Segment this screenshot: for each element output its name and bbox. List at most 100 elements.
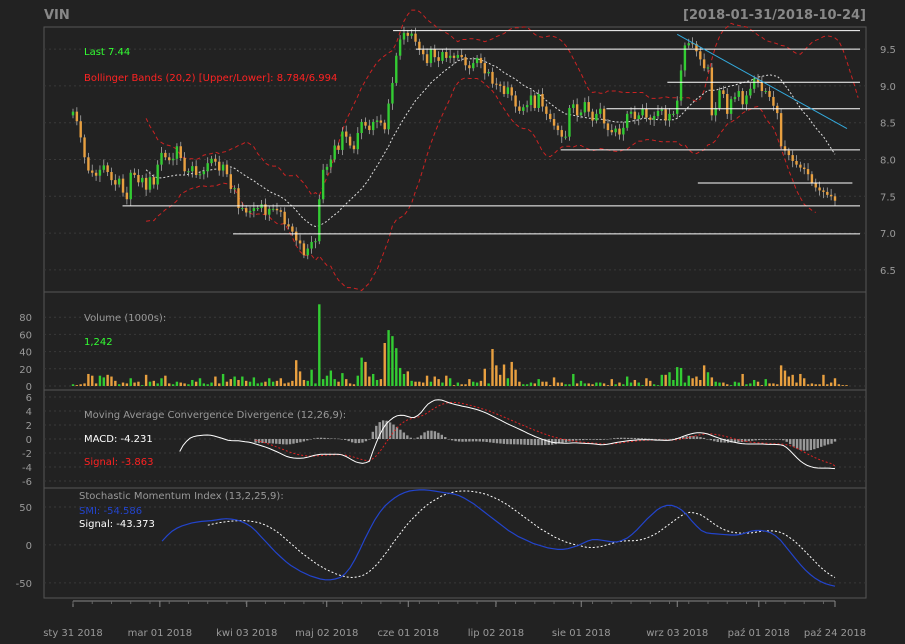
volume-bar xyxy=(168,383,171,386)
volume-bar xyxy=(175,381,179,386)
volume-bar xyxy=(533,383,537,386)
macd-histogram-bar xyxy=(820,439,823,447)
candle-down xyxy=(545,106,548,114)
macd-histogram-bar xyxy=(385,420,388,439)
macd-histogram-bar xyxy=(713,439,716,442)
candle-up xyxy=(729,99,733,114)
volume-bar xyxy=(599,382,602,386)
macd-histogram-bar xyxy=(368,439,371,440)
macd-title: Moving Average Convergence Divergence (1… xyxy=(84,410,346,421)
volume-bar xyxy=(618,382,621,386)
candle-up xyxy=(529,95,533,106)
candle-down xyxy=(556,125,560,131)
candle-up xyxy=(764,91,767,93)
volume-bar xyxy=(779,365,783,386)
macd-histogram-bar xyxy=(761,439,764,440)
candle-down xyxy=(533,95,537,108)
macd-histogram-bar xyxy=(795,439,799,449)
volume-bar xyxy=(348,383,352,386)
macd-histogram-bar xyxy=(626,437,630,439)
candle-down xyxy=(741,91,744,105)
volume-bar xyxy=(475,382,479,386)
volume-tick-label: 0 xyxy=(26,382,32,393)
volume-bar xyxy=(225,381,229,386)
volume-bar xyxy=(498,374,502,386)
price-tick-label: 7.5 xyxy=(880,192,896,203)
macd-histogram-bar xyxy=(333,438,337,440)
volume-bar xyxy=(329,370,333,386)
volume-bar xyxy=(583,383,587,386)
candle-up xyxy=(579,112,583,116)
candle-down xyxy=(799,164,802,168)
smi-signal-line xyxy=(207,490,836,579)
candle-up xyxy=(160,152,163,165)
macd-histogram-bar xyxy=(702,437,706,439)
volume-title: Volume (1000s): xyxy=(84,313,166,324)
candle-up xyxy=(129,172,132,200)
candle-up xyxy=(210,158,213,164)
macd-histogram-bar xyxy=(295,439,299,443)
macd-histogram-bar xyxy=(344,439,347,440)
volume-last-value: 1,242 xyxy=(84,337,113,348)
volume-bar xyxy=(356,375,359,386)
volume-bar xyxy=(649,380,652,386)
volume-bar xyxy=(537,379,540,386)
candle-down xyxy=(179,146,182,159)
macd-histogram-bar xyxy=(523,439,526,445)
candle-down xyxy=(772,96,775,106)
macd-tick-label: -6 xyxy=(22,477,32,488)
macd-histogram-bar xyxy=(278,439,281,445)
candle-down xyxy=(633,111,637,120)
volume-bar xyxy=(745,384,748,386)
volume-bar xyxy=(672,379,675,386)
volume-bar xyxy=(218,383,221,386)
volume-bar xyxy=(352,384,356,386)
candle-down xyxy=(144,177,148,190)
candle-up xyxy=(441,52,444,61)
price-tick-label: 8.5 xyxy=(880,119,896,130)
macd-histogram-bar xyxy=(288,439,292,445)
macd-histogram-bar xyxy=(792,439,795,447)
candle-down xyxy=(168,157,171,161)
candle-down xyxy=(795,160,798,165)
macd-histogram-bar xyxy=(268,439,271,444)
candle-down xyxy=(691,43,694,45)
candle-up xyxy=(568,107,571,137)
macd-histogram-bar xyxy=(616,437,619,439)
volume-bar xyxy=(271,381,275,386)
volume-bar xyxy=(106,374,109,386)
smi-title: Stochastic Momentum Index (13,2,25,9): xyxy=(79,491,284,502)
candle-down xyxy=(348,136,352,146)
volume-bar xyxy=(298,371,302,386)
macd-tick-label: 6 xyxy=(26,393,32,404)
candle-down xyxy=(352,145,356,150)
volume-bar xyxy=(575,383,579,386)
candle-down xyxy=(125,192,129,200)
macd-panel: -6 -4 -2 0 2 4 6 Moving Average Convergence Di… xyxy=(22,389,867,489)
candle-up xyxy=(256,208,259,210)
volume-bar xyxy=(406,371,410,386)
volume-bar xyxy=(210,382,213,386)
candle-down xyxy=(225,164,229,175)
volume-bar xyxy=(702,365,706,386)
macd-histogram-bar xyxy=(806,439,809,451)
volume-bar xyxy=(429,381,433,386)
macd-histogram-bar xyxy=(430,430,433,439)
macd-histogram-bar xyxy=(733,439,737,443)
candle-up xyxy=(625,113,629,128)
candle-down xyxy=(87,157,90,171)
candle-down xyxy=(702,59,706,69)
volume-tick-label: 20 xyxy=(19,365,32,376)
volume-bar xyxy=(587,383,590,386)
candle-down xyxy=(491,71,494,84)
x-axis: sty 31 2018 mar 01 2018 kwi 03 2018 maj 02 … xyxy=(43,600,866,639)
candle-down xyxy=(406,32,410,36)
macd-histogram-bar xyxy=(450,439,454,441)
volume-bar xyxy=(137,381,140,386)
candle-up xyxy=(375,120,379,122)
macd-histogram-bar xyxy=(285,439,288,445)
macd-histogram-bar xyxy=(695,436,699,439)
macd-histogram-bar xyxy=(730,439,733,443)
volume-bar xyxy=(310,369,313,386)
volume-bar xyxy=(148,381,152,386)
